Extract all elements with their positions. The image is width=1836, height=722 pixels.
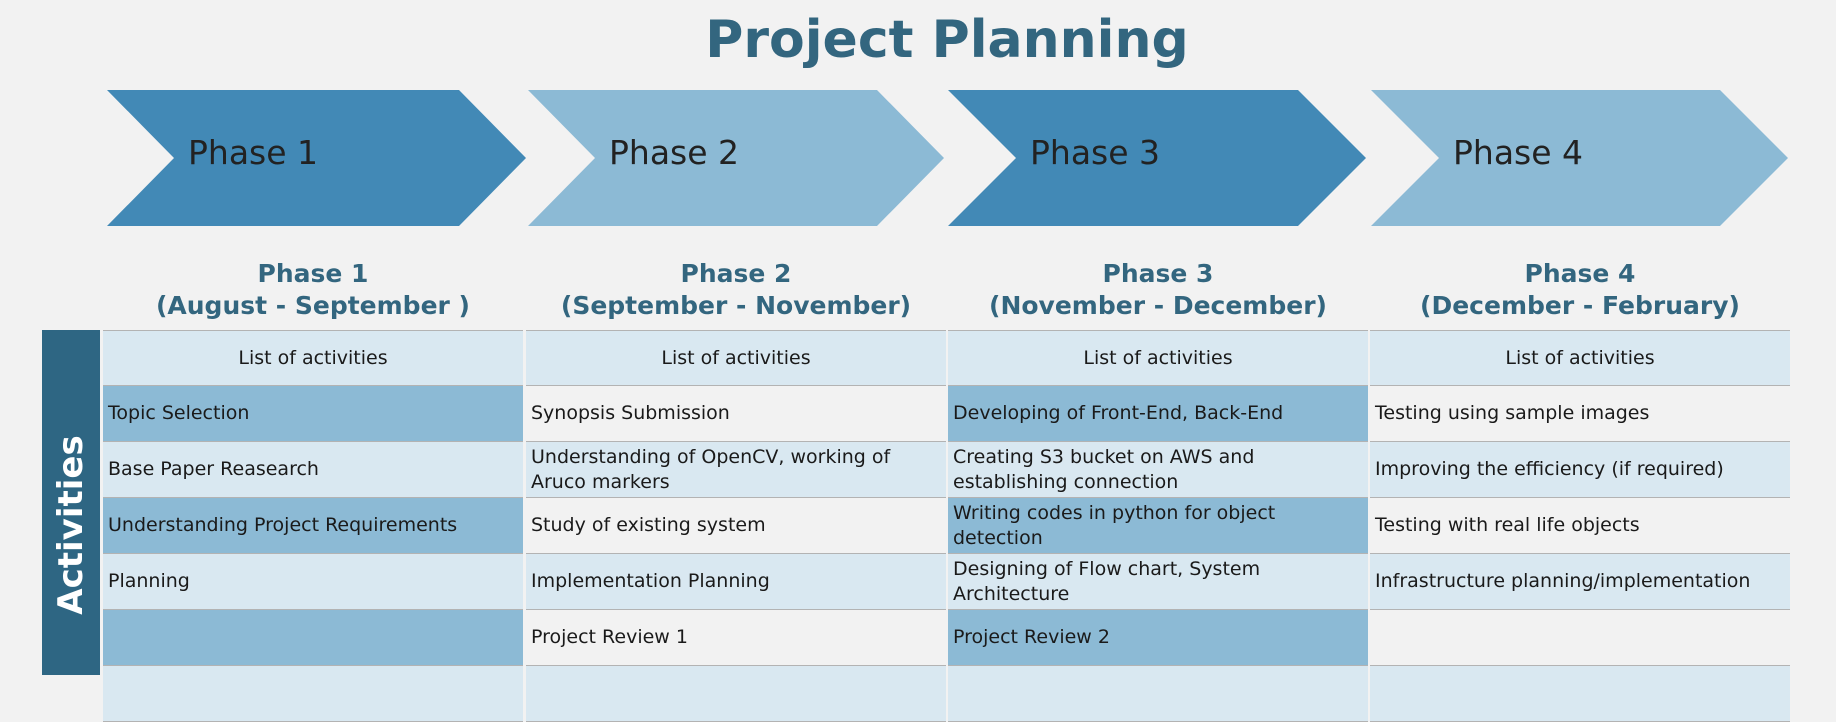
phase-4-chevron xyxy=(1371,90,1788,226)
phase-4-heading: Phase 4 (December - February) xyxy=(1370,258,1790,322)
phase-1-activity-column: List of activities Topic Selection Base … xyxy=(103,330,523,722)
phase-3-activity-empty xyxy=(948,666,1368,722)
phase-4-activity: Testing with real life objects xyxy=(1370,498,1790,554)
activities-side-label: Activities xyxy=(51,435,91,615)
phase-1-activity-empty xyxy=(103,666,523,722)
phase-2-activity: Synopsis Submission xyxy=(526,386,946,442)
phase-4-activity-column: List of activities Testing using sample … xyxy=(1370,330,1790,722)
phase-4-activity: Infrastructure planning/implementation xyxy=(1370,554,1790,610)
phase-3-chevron-label: Phase 3 xyxy=(1030,133,1161,172)
phase-1-activity: Base Paper Reasearch xyxy=(103,442,523,498)
phase-4-chevron-label: Phase 4 xyxy=(1453,133,1584,172)
phase-1-list-header: List of activities xyxy=(103,330,523,386)
phase-4-list-header: List of activities xyxy=(1370,330,1790,386)
phase-2-chevron xyxy=(528,90,944,226)
phase-2-activity: Implementation Planning xyxy=(526,554,946,610)
phase-3-activity: Writing codes in python for object detec… xyxy=(948,498,1368,554)
phase-2-activity-empty xyxy=(526,666,946,722)
phase-1-activity: Topic Selection xyxy=(103,386,523,442)
page-title: Project Planning xyxy=(705,10,1189,70)
phase-2-period: (September - November) xyxy=(560,291,912,320)
phase-2-activity: Study of existing system xyxy=(526,498,946,554)
phase-3-activity-column: List of activities Developing of Front-E… xyxy=(948,330,1368,722)
phase-1-chevron-label: Phase 1 xyxy=(188,133,319,172)
phase-3-period: (November - December) xyxy=(989,291,1327,320)
phase-3-name: Phase 3 xyxy=(1102,259,1214,288)
phase-1-heading: Phase 1 (August - September ) xyxy=(103,258,523,322)
phase-2-activity: Understanding of OpenCV, working of Aruc… xyxy=(526,442,946,498)
phase-1-activity xyxy=(103,610,523,666)
phase-3-activity: Project Review 2 xyxy=(948,610,1368,666)
phase-4-activity-empty xyxy=(1370,666,1790,722)
phase-4-period: (December - February) xyxy=(1420,291,1740,320)
phase-3-activity: Designing of Flow chart, System Architec… xyxy=(948,554,1368,610)
phase-1-activity: Understanding Project Requirements xyxy=(103,498,523,554)
phase-1-period: (August - September ) xyxy=(155,291,470,320)
phase-1-name: Phase 1 xyxy=(257,259,369,288)
phase-2-activity-column: List of activities Synopsis Submission U… xyxy=(526,330,946,722)
phase-2-activity: Project Review 1 xyxy=(526,610,946,666)
phase-2-name: Phase 2 xyxy=(680,259,792,288)
phase-4-activity: Testing using sample images xyxy=(1370,386,1790,442)
phase-2-list-header: List of activities xyxy=(526,330,946,386)
phase-2-chevron-label: Phase 2 xyxy=(609,133,740,172)
phase-1-activity: Planning xyxy=(103,554,523,610)
phase-3-heading: Phase 3 (November - December) xyxy=(948,258,1368,322)
phase-3-chevron xyxy=(948,90,1366,226)
phase-4-name: Phase 4 xyxy=(1524,259,1636,288)
phase-3-list-header: List of activities xyxy=(948,330,1368,386)
phase-3-activity: Creating S3 bucket on AWS and establishi… xyxy=(948,442,1368,498)
phase-3-activity: Developing of Front-End, Back-End xyxy=(948,386,1368,442)
activities-side-bar xyxy=(42,330,100,675)
phase-4-activity xyxy=(1370,610,1790,666)
phase-4-activity: Improving the efficiency (if required) xyxy=(1370,442,1790,498)
phase-1-chevron xyxy=(107,90,526,226)
phase-chevron-strip xyxy=(107,90,1788,226)
phase-2-heading: Phase 2 (September - November) xyxy=(526,258,946,322)
